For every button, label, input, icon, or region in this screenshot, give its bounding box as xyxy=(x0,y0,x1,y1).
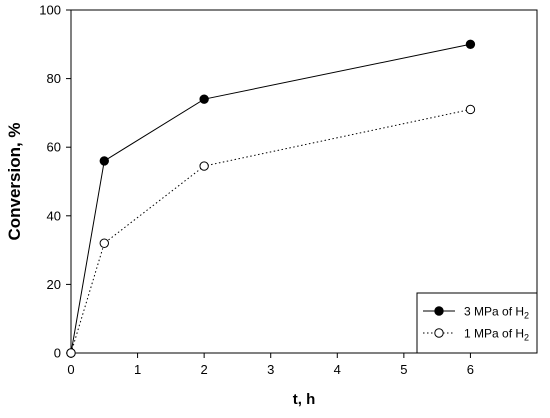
legend-marker xyxy=(434,328,444,338)
x-tick-label: 1 xyxy=(134,362,141,377)
legend-label: 3 MPa of H2 xyxy=(464,305,529,321)
legend: 3 MPa of H21 MPa of H2 xyxy=(416,292,538,354)
x-tick-label: 4 xyxy=(334,362,341,377)
series-line xyxy=(70,108,471,354)
data-point xyxy=(465,39,476,49)
x-tick-label: 0 xyxy=(67,362,74,377)
legend-marker xyxy=(434,306,444,316)
data-point xyxy=(99,156,109,166)
data-point xyxy=(66,348,76,358)
legend-box xyxy=(416,292,538,354)
x-axis-title: t, h xyxy=(293,391,316,408)
y-tick-label: 20 xyxy=(47,277,61,292)
legend-item: 1 MPa of H2 xyxy=(423,327,529,343)
x-tick-label: 6 xyxy=(467,362,474,377)
y-tick-label: 0 xyxy=(54,346,61,361)
data-point xyxy=(465,104,476,115)
series-2 xyxy=(66,104,476,358)
legend-item: 3 MPa of H2 xyxy=(423,305,529,321)
data-point xyxy=(199,161,209,171)
x-tick-label: 2 xyxy=(201,362,208,377)
y-tick-label: 100 xyxy=(39,3,61,18)
series-line xyxy=(70,43,471,354)
y-tick-label: 60 xyxy=(47,140,61,155)
legend-label-subscript: 2 xyxy=(524,333,529,343)
x-tick-label: 5 xyxy=(400,362,407,377)
y-tick-label: 80 xyxy=(47,71,61,86)
data-series xyxy=(66,39,476,358)
data-point xyxy=(99,238,109,248)
legend-label-text: 1 MPa of H xyxy=(464,327,524,341)
legend-label-subscript: 2 xyxy=(524,311,529,321)
legend-label-text: 3 MPa of H xyxy=(464,305,524,319)
legend-label: 1 MPa of H2 xyxy=(464,327,529,343)
y-axis-title: Conversion, % xyxy=(5,122,24,240)
y-tick-label: 40 xyxy=(47,208,61,223)
x-tick-label: 3 xyxy=(267,362,274,377)
data-point xyxy=(199,94,209,104)
plot-frame xyxy=(70,9,538,354)
